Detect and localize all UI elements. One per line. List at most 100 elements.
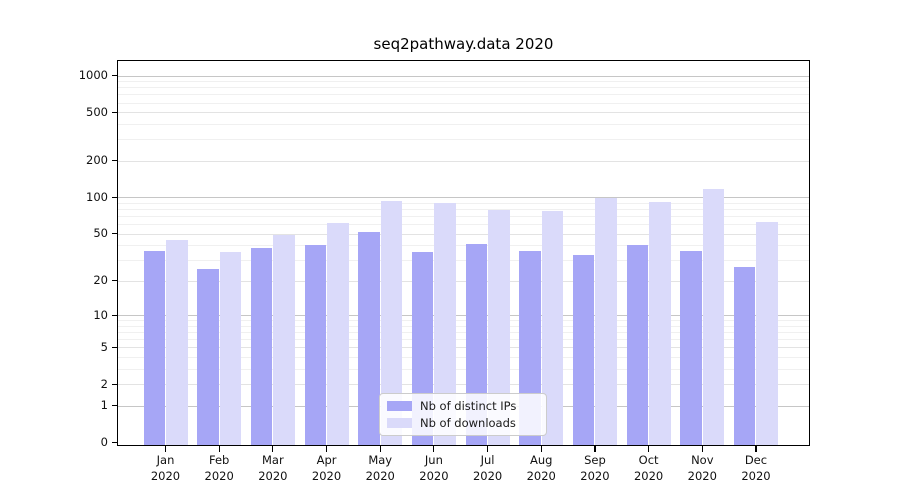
y-tick-label: 0 bbox=[100, 435, 108, 449]
x-tick-mark bbox=[164, 446, 167, 452]
bar-nb-of-distinct-ips-jan bbox=[143, 250, 165, 445]
y-gridline bbox=[117, 160, 810, 162]
y-tick-label: 10 bbox=[93, 307, 108, 322]
y-tick-mark bbox=[111, 111, 117, 113]
legend: Nb of distinct IPs Nb of downloads bbox=[379, 393, 547, 436]
bar-nb-of-distinct-ips-sep bbox=[572, 255, 595, 445]
x-tick-mark bbox=[218, 446, 220, 452]
x-tick-month: Feb bbox=[208, 453, 230, 467]
x-tick-month: Sep bbox=[584, 453, 606, 467]
bar-nb-of-downloads-nov bbox=[702, 189, 725, 445]
bar-nb-of-downloads-dec bbox=[756, 222, 778, 445]
legend-item-downloads: Nb of downloads bbox=[387, 416, 546, 430]
x-tick-month: Nov bbox=[691, 453, 714, 467]
y-tick-mark bbox=[111, 383, 117, 385]
x-tick-label: Apr 2020 bbox=[300, 453, 354, 484]
y-tick-mark bbox=[111, 346, 117, 348]
y-tick-mark bbox=[111, 280, 117, 282]
y-gridline-minor bbox=[117, 102, 810, 104]
x-tick-mark bbox=[433, 446, 435, 452]
y-gridline-minor bbox=[117, 81, 810, 83]
y-tick-mark bbox=[111, 314, 117, 316]
x-tick-label: Mar 2020 bbox=[246, 453, 300, 484]
x-tick-year: 2020 bbox=[580, 468, 610, 483]
bar-nb-of-distinct-ips-oct bbox=[626, 245, 649, 445]
x-tick-year: 2020 bbox=[687, 468, 717, 483]
y-gridline bbox=[117, 75, 810, 77]
bar-nb-of-downloads-jul bbox=[488, 209, 510, 445]
bar-nb-of-downloads-feb bbox=[219, 252, 242, 445]
x-tick-year: 2020 bbox=[472, 468, 503, 483]
x-tick-label: Sep 2020 bbox=[568, 453, 622, 484]
x-tick-label: Dec 2020 bbox=[729, 453, 783, 484]
x-tick-year: 2020 bbox=[311, 468, 342, 483]
bar-nb-of-downloads-mar bbox=[273, 234, 295, 445]
x-tick-year: 2020 bbox=[365, 468, 395, 483]
x-tick-year: 2020 bbox=[419, 468, 449, 483]
x-tick-label: Jan 2020 bbox=[139, 453, 193, 484]
x-tick-month: Apr bbox=[316, 453, 337, 467]
x-tick-mark bbox=[701, 446, 703, 452]
y-tick-mark bbox=[111, 160, 117, 162]
y-tick-label: 1 bbox=[100, 398, 108, 413]
x-tick-year: 2020 bbox=[633, 468, 664, 483]
y-tick-label: 20 bbox=[93, 273, 108, 288]
bar-nb-of-distinct-ips-may bbox=[358, 231, 380, 445]
x-tick-year: 2020 bbox=[258, 468, 288, 483]
x-tick-month: Jul bbox=[480, 453, 495, 467]
y-gridline-minor bbox=[117, 94, 810, 96]
bar-nb-of-distinct-ips-apr bbox=[304, 245, 327, 445]
bar-nb-of-downloads-aug bbox=[541, 211, 564, 445]
bar-nb-of-downloads-sep bbox=[595, 197, 617, 445]
x-tick-month: Dec bbox=[744, 453, 768, 467]
x-tick-month: May bbox=[368, 453, 393, 467]
x-tick-year: 2020 bbox=[150, 468, 181, 483]
x-tick-mark bbox=[486, 446, 489, 452]
x-tick-mark bbox=[648, 446, 650, 452]
y-gridline-minor bbox=[117, 124, 810, 126]
bar-nb-of-distinct-ips-dec bbox=[733, 267, 756, 445]
y-tick-mark bbox=[111, 233, 117, 235]
x-tick-mark bbox=[540, 446, 542, 452]
y-gridline-minor bbox=[117, 87, 810, 89]
x-tick-month: Mar bbox=[262, 453, 284, 467]
y-tick-label: 500 bbox=[86, 104, 108, 119]
x-tick-mark bbox=[379, 446, 381, 452]
legend-label-downloads: Nb of downloads bbox=[420, 416, 516, 430]
bar-nb-of-downloads-may bbox=[380, 200, 403, 445]
x-tick-label: Feb 2020 bbox=[192, 453, 246, 484]
chart-title: seq2pathway.data 2020 bbox=[373, 35, 554, 53]
y-tick-label: 50 bbox=[93, 226, 108, 241]
y-tick-label: 2 bbox=[100, 376, 108, 391]
x-tick-label: Jul 2020 bbox=[461, 453, 515, 484]
x-tick-mark bbox=[755, 446, 757, 452]
y-tick-mark bbox=[111, 405, 117, 407]
x-tick-month: Jan bbox=[156, 453, 175, 467]
bar-nb-of-distinct-ips-feb bbox=[197, 269, 219, 445]
legend-label-distinct-ips: Nb of distinct IPs bbox=[420, 399, 517, 413]
y-gridline bbox=[117, 112, 810, 114]
bar-nb-of-distinct-ips-mar bbox=[250, 247, 273, 445]
x-tick-year: 2020 bbox=[526, 468, 556, 483]
x-tick-year: 2020 bbox=[741, 468, 771, 483]
y-gridline-minor bbox=[117, 139, 810, 141]
legend-swatch-distinct-ips bbox=[387, 401, 412, 411]
x-tick-mark bbox=[325, 446, 328, 452]
bar-nb-of-downloads-oct bbox=[649, 202, 671, 445]
bar-nb-of-downloads-jan bbox=[166, 240, 188, 445]
y-tick-label: 1000 bbox=[78, 68, 108, 83]
y-tick-label: 100 bbox=[86, 189, 108, 204]
y-tick-mark bbox=[111, 441, 117, 444]
y-tick-mark bbox=[111, 74, 117, 77]
x-tick-label: Aug 2020 bbox=[514, 453, 568, 484]
x-tick-year: 2020 bbox=[204, 468, 234, 483]
x-tick-label: Nov 2020 bbox=[675, 453, 729, 484]
x-tick-label: May 2020 bbox=[353, 453, 407, 484]
bar-nb-of-downloads-apr bbox=[327, 223, 349, 445]
x-tick-mark bbox=[272, 446, 274, 452]
x-tick-label: Jun 2020 bbox=[407, 453, 461, 484]
x-tick-label: Oct 2020 bbox=[622, 453, 676, 484]
y-tick-label: 200 bbox=[86, 153, 108, 168]
x-tick-month: Jun bbox=[424, 453, 443, 467]
